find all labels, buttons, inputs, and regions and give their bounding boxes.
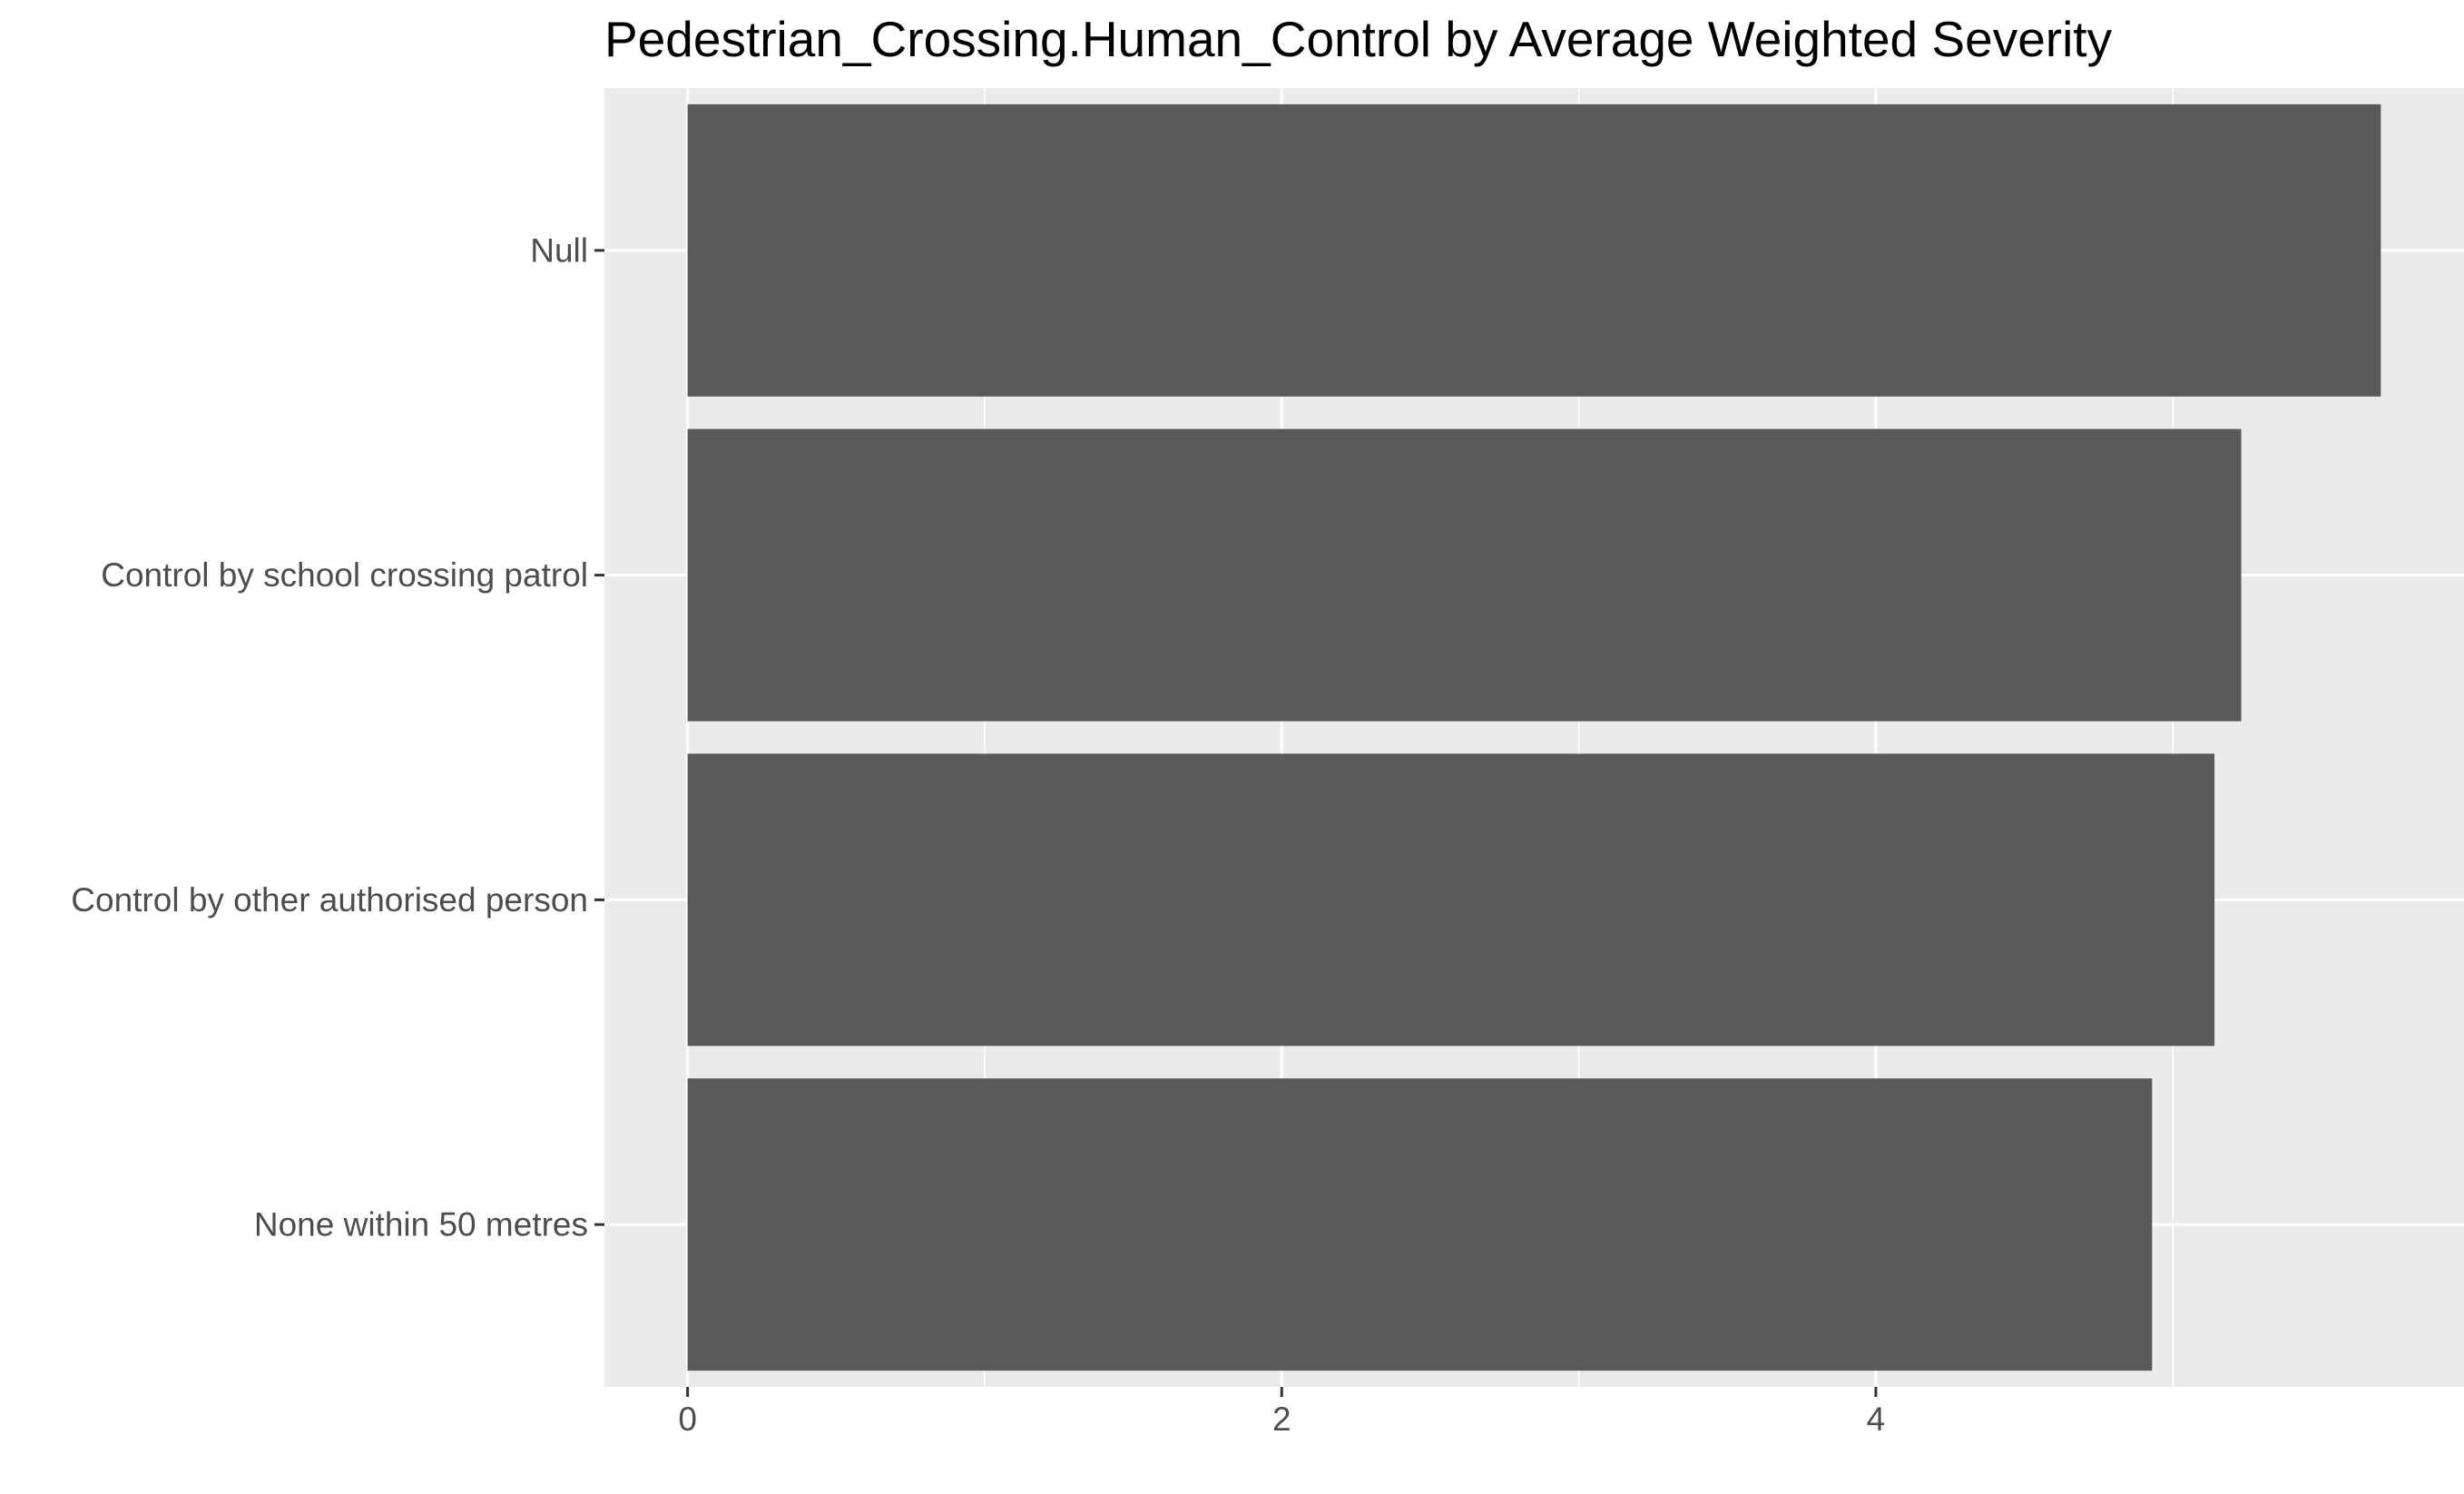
y-axis: Null Control by school crossing patrol Con…	[71, 231, 604, 1243]
bar	[687, 428, 2242, 722]
x-tick-label: 2	[1272, 1401, 1291, 1438]
x-tick-label: 4	[1867, 1401, 1886, 1438]
chart-title: Pedestrian_Crossing.Human_Control by Ave…	[604, 11, 2113, 67]
x-axis: 0 2 4	[678, 1387, 1885, 1438]
bar	[687, 753, 2215, 1047]
bar	[687, 103, 2381, 397]
bars	[687, 103, 2381, 1371]
y-tick-label: Control by other authorised person	[71, 881, 588, 919]
y-tick-label: None within 50 metres	[254, 1206, 588, 1243]
bar	[687, 1078, 2153, 1371]
y-tick-label: Null	[530, 231, 588, 269]
x-tick-label: 0	[678, 1401, 697, 1438]
y-tick-label: Control by school crossing patrol	[101, 556, 588, 594]
